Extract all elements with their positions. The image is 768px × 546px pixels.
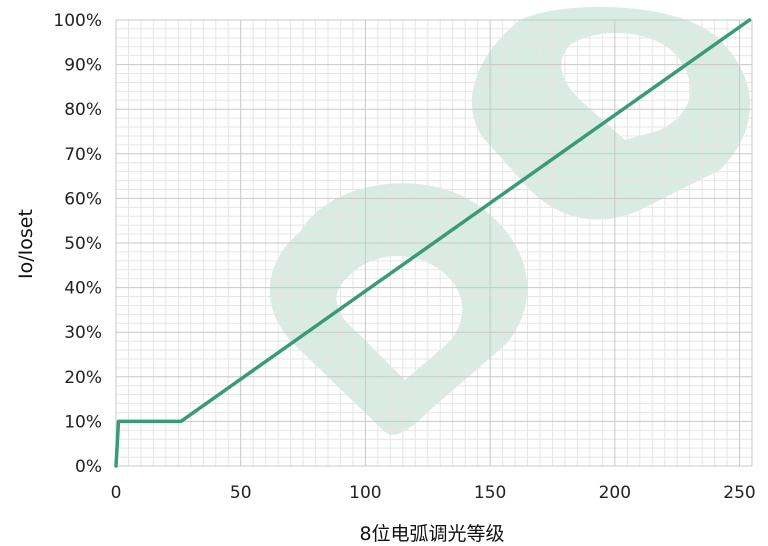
y-axis-tick-labels: 0% 10% 20% 30% 40% 50% 60% 70% 80% 90% 100% — [53, 11, 102, 477]
y-tick-label: 70% — [64, 145, 102, 165]
y-tick-label: 20% — [64, 368, 102, 388]
series-layer — [114, 18, 752, 468]
y-tick-label: 0% — [75, 457, 102, 477]
major-gridlines — [115, 19, 753, 467]
watermark-shape-lower — [269, 183, 528, 435]
x-axis-tick-labels: 0 50 100 150 200 250 — [111, 483, 756, 503]
x-tick-label: 100 — [349, 483, 381, 503]
x-axis-title: 8位电弧调光等级 — [359, 523, 504, 545]
y-tick-label: 50% — [64, 234, 102, 254]
y-axis-title: Io/Ioset — [15, 209, 37, 279]
y-tick-label: 90% — [64, 56, 102, 76]
series-line — [114, 18, 752, 468]
y-tick-label: 30% — [64, 323, 102, 343]
y-tick-label: 10% — [64, 412, 102, 432]
x-tick-label: 250 — [723, 483, 755, 503]
x-tick-label: 50 — [230, 483, 252, 503]
y-tick-label: 60% — [64, 189, 102, 209]
y-tick-label: 80% — [64, 100, 102, 120]
y-tick-label: 100% — [53, 11, 102, 31]
x-tick-label: 0 — [111, 483, 122, 503]
y-tick-label: 40% — [64, 279, 102, 299]
x-tick-label: 150 — [474, 483, 506, 503]
x-tick-label: 200 — [599, 483, 631, 503]
